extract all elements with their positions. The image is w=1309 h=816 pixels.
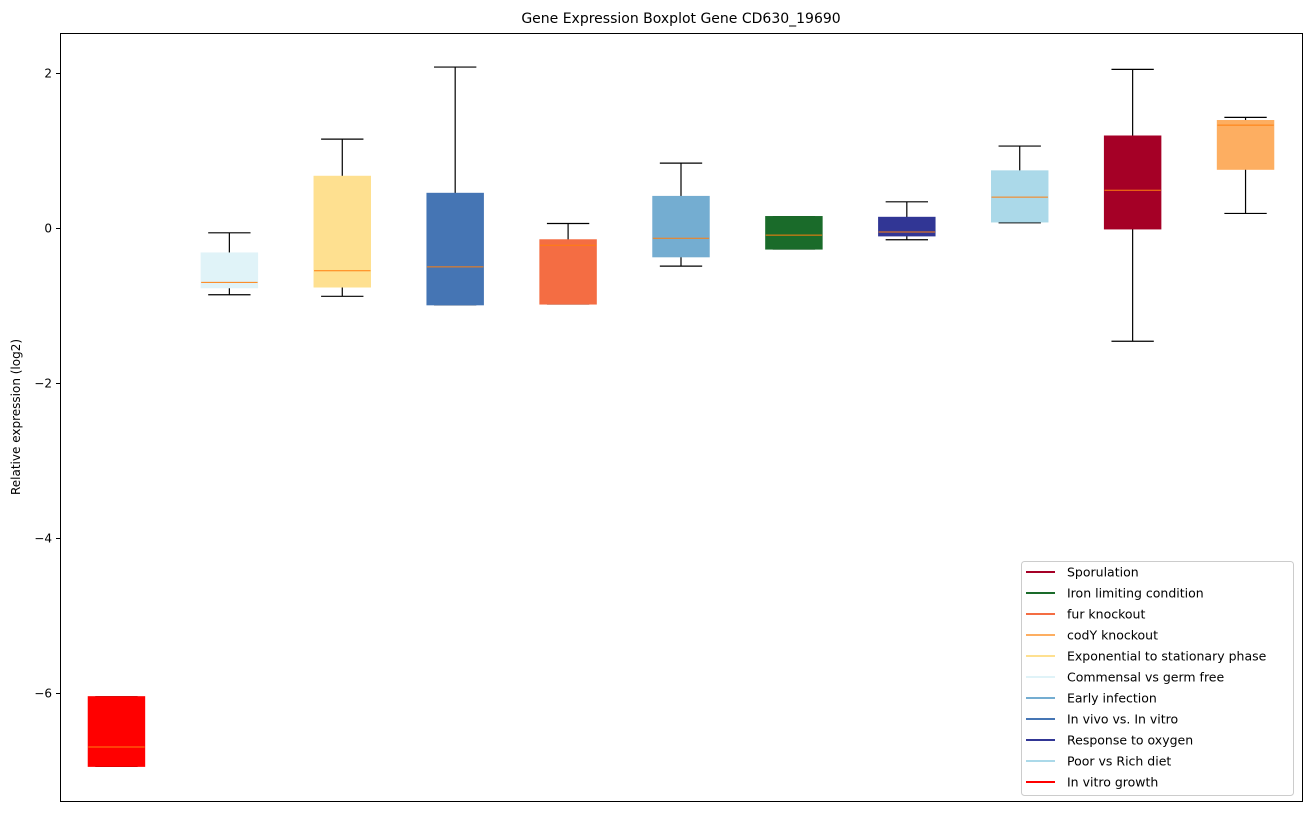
legend-item: Sporulation <box>1026 565 1139 580</box>
y-tick-label: −4 <box>34 532 52 546</box>
box-body <box>539 239 597 305</box>
legend-frame <box>1021 561 1294 796</box>
legend-item: fur knockout <box>1026 607 1145 622</box>
legend-label: Early infection <box>1067 691 1157 706</box>
box-body <box>1216 120 1275 170</box>
box-sporulation <box>1103 68 1162 342</box>
legend-label: Poor vs Rich diet <box>1067 754 1171 769</box>
y-ticks-group: 2 0 −2 −4 −6 <box>34 67 60 701</box>
legend-label: Exponential to stationary phase <box>1067 649 1267 664</box>
legend-label: codY knockout <box>1067 628 1158 643</box>
legend: Sporulation Iron limiting condition fur kn… <box>1021 561 1294 796</box>
legend-label: Response to oxygen <box>1067 733 1193 748</box>
box-response-to-oxygen <box>878 201 936 241</box>
box-body <box>765 216 823 250</box>
legend-item: Early infection <box>1026 691 1157 706</box>
legend-item: Commensal vs germ free <box>1026 670 1224 685</box>
box-in-vivo-vs-in-vitro <box>426 66 484 306</box>
box-early-infection <box>652 162 710 267</box>
box-body <box>652 195 710 258</box>
y-tick-label: 2 <box>44 67 52 81</box>
box-body <box>1103 135 1162 230</box>
legend-label: fur knockout <box>1067 607 1145 622</box>
boxes-group <box>87 66 1275 767</box>
box-body <box>991 170 1049 223</box>
box-body <box>87 696 146 767</box>
plot-frame <box>60 33 1303 802</box>
box-exponential-to-stationary-phase <box>313 138 371 297</box>
y-tick-label: −2 <box>34 377 52 391</box>
box-poor-vs-rich-diet <box>991 145 1049 224</box>
legend-item: In vitro growth <box>1026 775 1158 790</box>
box-body <box>878 216 936 237</box>
box-commensal-vs-germ-free <box>200 232 259 296</box>
legend-item: Response to oxygen <box>1026 733 1193 748</box>
legend-item: Exponential to stationary phase <box>1026 649 1267 664</box>
legend-item: In vivo vs. In vitro <box>1026 712 1178 727</box>
box-body <box>313 175 371 288</box>
box-in-vitro-growth <box>87 696 146 767</box>
box-fur-knockout <box>539 222 597 305</box>
box-cody-knockout <box>1216 116 1275 215</box>
legend-label: Sporulation <box>1067 565 1139 580</box>
chart-title: Gene Expression Boxplot Gene CD630_19690 <box>521 11 840 27</box>
legend-label: In vitro growth <box>1067 775 1158 790</box>
y-tick-label: 0 <box>44 222 52 236</box>
legend-label: Iron limiting condition <box>1067 586 1204 601</box>
legend-item: Iron limiting condition <box>1026 586 1204 601</box>
box-iron-limiting-condition <box>765 215 823 250</box>
y-axis-label: Relative expression (log2) <box>9 339 23 495</box>
legend-label: Commensal vs germ free <box>1067 670 1224 685</box>
y-tick-label: −6 <box>34 687 52 701</box>
legend-item: Poor vs Rich diet <box>1026 754 1171 769</box>
legend-item: codY knockout <box>1026 628 1158 643</box>
legend-label: In vivo vs. In vitro <box>1067 712 1178 727</box>
box-body <box>426 192 484 306</box>
